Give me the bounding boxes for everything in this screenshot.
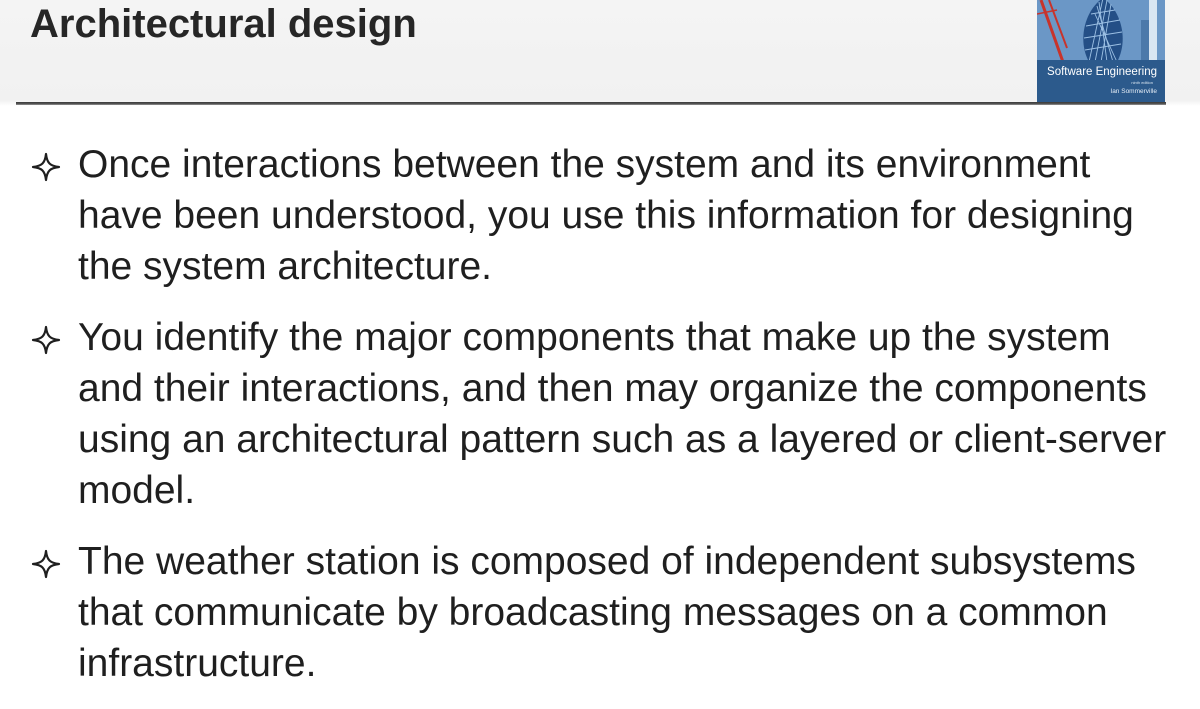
book-cover-illustration — [1037, 0, 1165, 103]
slide: Architectural design Software Engineerin… — [0, 0, 1200, 694]
bullet-item: You identify the major components that m… — [28, 312, 1178, 516]
bullet-text: The weather station is composed of indep… — [78, 540, 1136, 685]
four-point-star-icon — [31, 325, 61, 355]
bullet-item: The weather station is composed of indep… — [28, 536, 1178, 689]
book-cover-author: Ian Sommerville — [1110, 88, 1157, 95]
bullet-list: Once interactions between the system and… — [28, 139, 1178, 709]
book-cover-thumbnail: Software Engineering ninth edition Ian S… — [1037, 0, 1165, 103]
bullet-item: Once interactions between the system and… — [28, 139, 1178, 292]
book-cover-edition: ninth edition — [1131, 80, 1153, 85]
four-point-star-icon — [31, 549, 61, 579]
book-cover-title: Software Engineering — [1047, 66, 1157, 78]
title-divider — [16, 102, 1166, 105]
four-point-star-icon — [31, 152, 61, 182]
bullet-text: You identify the major components that m… — [78, 316, 1167, 512]
bullet-text: Once interactions between the system and… — [78, 143, 1134, 288]
slide-title: Architectural design — [30, 2, 417, 46]
